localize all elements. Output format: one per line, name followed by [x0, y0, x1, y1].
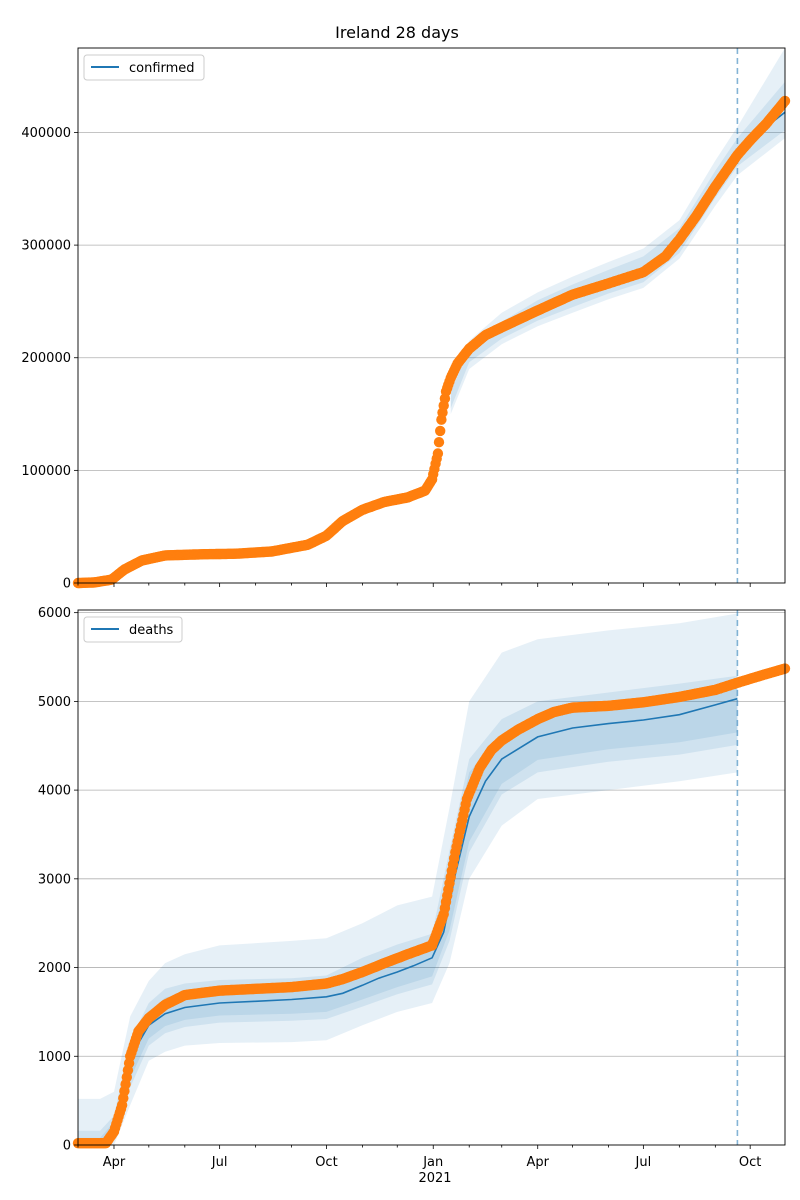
legend: confirmed [83, 54, 205, 81]
x-tick-label: Oct [739, 1155, 761, 1170]
x-tick-label: Oct [315, 1155, 337, 1170]
x-tick-label: Apr [103, 1155, 126, 1170]
y-tick-label: 2000 [38, 961, 71, 976]
y-tick-label: 200000 [21, 351, 71, 366]
y-tick-label: 5000 [38, 695, 71, 710]
plot-frame [77, 47, 786, 584]
legend-label: confirmed [129, 61, 195, 76]
y-tick-label: 0 [63, 577, 71, 592]
x-tick-label: Jul [211, 1155, 228, 1170]
uncertainty-bands [78, 613, 738, 1145]
confirmed-panel: 0 100000 200000 300000 400000 confirmed [21, 47, 791, 592]
y-gridlines [78, 132, 785, 471]
y-tick-label: 300000 [21, 239, 71, 254]
legend-box [83, 54, 205, 81]
y-tick-label: 3000 [38, 872, 71, 887]
y-tick-label: 100000 [21, 464, 71, 479]
chart-title: Ireland 28 days [335, 23, 459, 42]
legend-label: deaths [129, 623, 174, 638]
uncertainty-band [78, 613, 738, 1145]
y-tick-label: 400000 [21, 126, 71, 141]
x-axis-year-label: 2021 [418, 1171, 451, 1186]
uncertainty-band [450, 48, 785, 415]
observed-point [433, 437, 445, 448]
x-tick-label: Jan [422, 1155, 443, 1170]
x-tick-label: Apr [526, 1155, 549, 1170]
observed-series [72, 663, 791, 1149]
uncertainty-bands [450, 48, 785, 415]
uncertainty-band [78, 687, 738, 1145]
x-tick-label: Jul [635, 1155, 652, 1170]
legend: deaths [83, 616, 183, 643]
deaths-panel: 0 1000 2000 3000 4000 5000 6000 Apr Jul Oct Jan Apr… [38, 606, 791, 1186]
legend-box [83, 616, 183, 643]
y-tick-label: 6000 [38, 606, 71, 621]
y-tick-label: 1000 [38, 1050, 71, 1065]
observed-point [432, 448, 444, 459]
plot-frame [77, 609, 786, 1146]
axes: 0 100000 200000 300000 400000 [21, 47, 786, 592]
y-tick-label: 0 [63, 1139, 71, 1154]
axes: 0 1000 2000 3000 4000 5000 6000 Apr Jul Oct Jan Apr… [38, 606, 786, 1170]
y-tick-label: 4000 [38, 784, 71, 799]
observed-point [435, 425, 446, 437]
uncertainty-band [78, 675, 738, 1145]
observed-series [72, 95, 791, 589]
